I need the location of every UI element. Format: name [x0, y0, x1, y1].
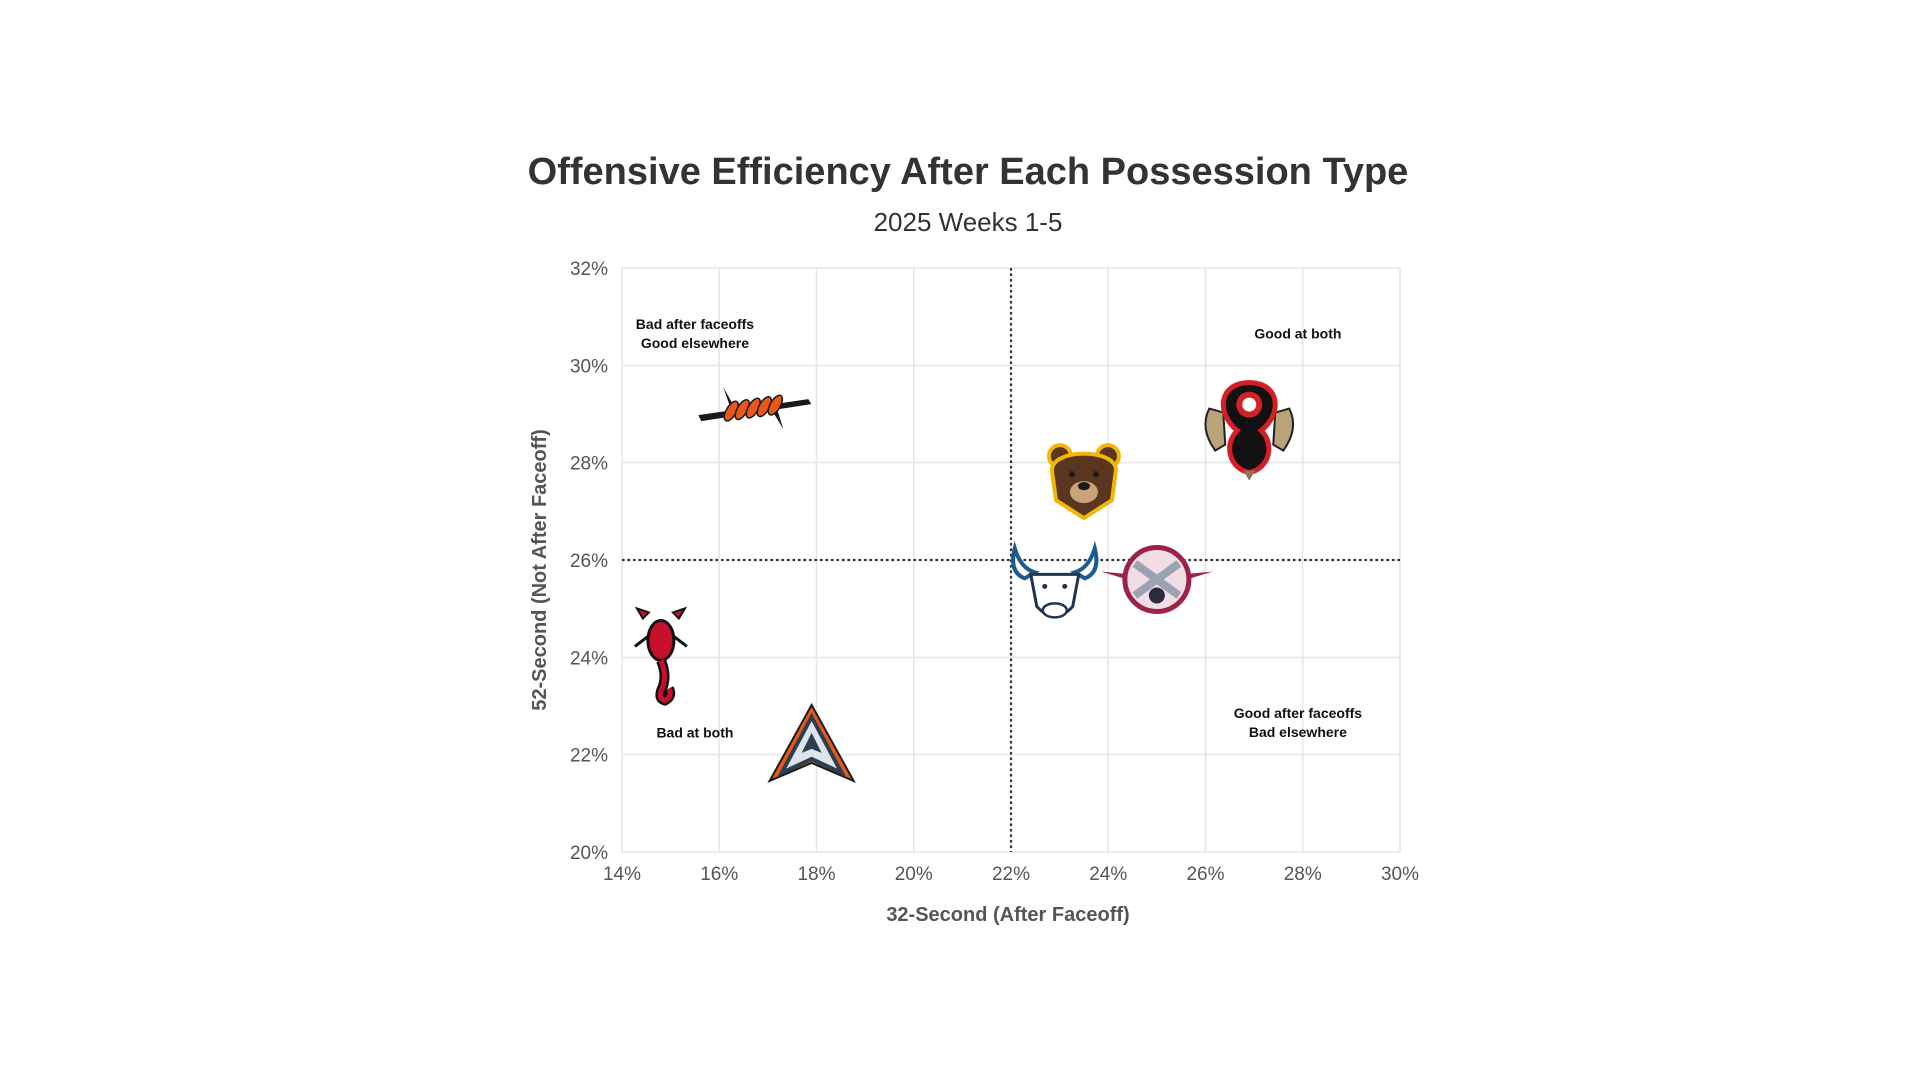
chart-subtitle: 2025 Weeks 1-5 [874, 207, 1063, 237]
x-axis-label: 32-Second (After Faceoff) [886, 904, 1129, 926]
y-tick-label: 22% [570, 746, 608, 767]
scorpion-logo [633, 606, 688, 706]
bull-logo [1011, 540, 1099, 619]
y-tick-label: 20% [570, 843, 608, 864]
x-tick-label: 18% [797, 864, 835, 885]
x-tick-label: 26% [1186, 864, 1224, 885]
bear-logo [1046, 443, 1121, 521]
quadrant-labels: Bad after faceoffs Good elsewhere Good at … [636, 316, 1362, 741]
tick-labels: 14% 16% 18% 20% 22% 24% 26% 28% 30% 32% 30% 28% 26% 2… [570, 259, 1419, 885]
crossed-sticks-logo [1100, 544, 1213, 614]
x-tick-label: 28% [1284, 864, 1322, 885]
arrowhead-logo [767, 702, 856, 784]
y-tick-label: 28% [570, 454, 608, 475]
barbed-wire-logo [698, 387, 812, 430]
x-tick-label: 24% [1089, 864, 1127, 885]
x-tick-label: 20% [895, 864, 933, 885]
y-tick-label: 30% [570, 356, 608, 377]
x-tick-label: 30% [1381, 864, 1419, 885]
reference-lines [622, 268, 1400, 852]
quadrant-label: Good after faceoffs Bad elsewhere [1234, 705, 1363, 740]
x-tick-label: 16% [700, 864, 738, 885]
quadrant-label: Bad at both [656, 725, 733, 741]
chart-title: Offensive Efficiency After Each Possessi… [528, 151, 1409, 193]
quadrant-label: Good at both [1254, 326, 1341, 342]
x-tick-label: 22% [992, 864, 1030, 885]
quadrant-label: Bad after faceoffs Good elsewhere [636, 316, 754, 351]
y-axis-label: 52-Second (Not After Faceoff) [529, 429, 551, 711]
data-points [633, 380, 1295, 784]
x-tick-label: 14% [603, 864, 641, 885]
y-tick-label: 32% [570, 259, 608, 280]
y-tick-label: 24% [570, 648, 608, 669]
y-tick-label: 26% [570, 551, 608, 572]
hound-logo [1204, 380, 1295, 481]
